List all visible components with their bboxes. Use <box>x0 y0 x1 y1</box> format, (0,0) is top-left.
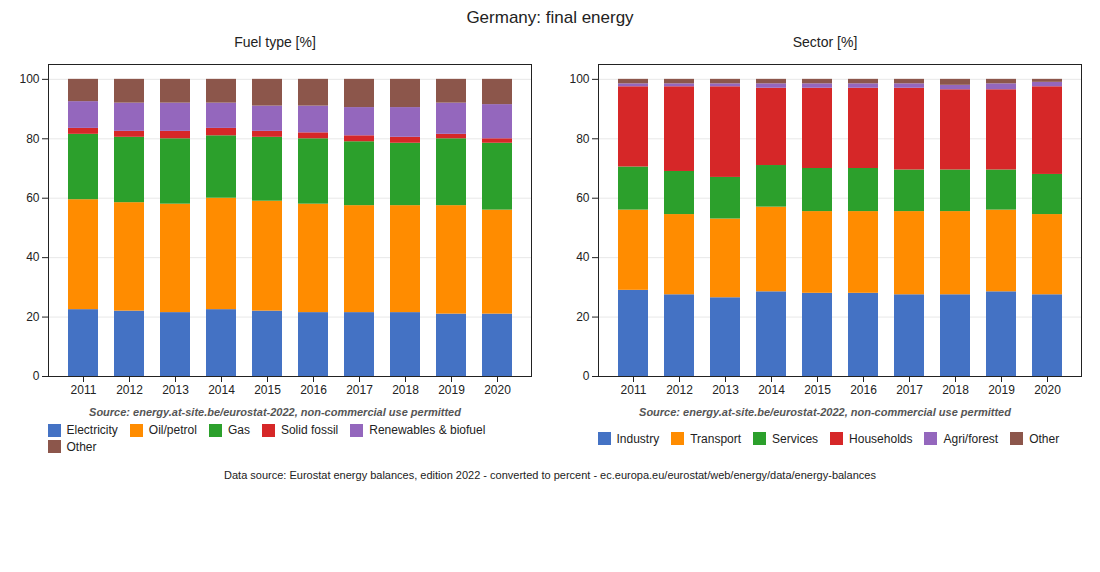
svg-text:2017: 2017 <box>346 383 373 397</box>
html-text:Source: energy.at-site.be/euro: Source: energy.at-site.be/eurostat-2022,… <box>89 406 461 418</box>
svg-text:40: 40 <box>26 250 40 264</box>
svg-text:80: 80 <box>26 132 40 146</box>
html-text:Agri/forest: Agri/forest <box>943 431 999 446</box>
svg-text:2017: 2017 <box>896 383 923 397</box>
svg-text:100: 100 <box>569 72 589 86</box>
svg-text:2019: 2019 <box>438 383 465 397</box>
html-text:Electricity: Electricity <box>66 423 118 438</box>
svg-text:2013: 2013 <box>162 383 189 397</box>
svg-text:2016: 2016 <box>850 383 877 397</box>
svg-text:20: 20 <box>26 310 40 324</box>
html-text:Transport: Transport <box>690 431 742 446</box>
svg-text:60: 60 <box>576 191 590 205</box>
svg-text:2015: 2015 <box>804 383 831 397</box>
svg-text:2020: 2020 <box>484 383 511 397</box>
svg-text:0: 0 <box>582 369 589 383</box>
html-text:Data source: Eurostat energy b: Data source: Eurostat energy balances, e… <box>224 469 876 481</box>
svg-text:2019: 2019 <box>988 383 1015 397</box>
html-text:Renewables & biofuel: Renewables & biofuel <box>369 423 486 438</box>
html-text:Services: Services <box>772 431 819 446</box>
svg-text:2011: 2011 <box>70 383 96 397</box>
svg-text:2018: 2018 <box>942 383 969 397</box>
html-text:Solid fossil: Solid fossil <box>280 423 339 438</box>
svg-text:2020: 2020 <box>1034 383 1061 397</box>
svg-text:2018: 2018 <box>392 383 419 397</box>
svg-text:2014: 2014 <box>208 383 235 397</box>
svg-text:2013: 2013 <box>712 383 739 397</box>
html-text:Fuel type [%]: Fuel type [%] <box>234 34 316 50</box>
html-text:Sector [%]: Sector [%] <box>792 34 858 50</box>
svg-text:2011: 2011 <box>620 383 646 397</box>
html-text:Industry: Industry <box>616 431 660 446</box>
svg-text:2015: 2015 <box>254 383 281 397</box>
svg-text:2012: 2012 <box>666 383 693 397</box>
svg-text:40: 40 <box>576 250 590 264</box>
html-text:Source: energy.at-site.be/euro: Source: energy.at-site.be/eurostat-2022,… <box>639 406 1011 418</box>
svg-text:100: 100 <box>19 72 39 86</box>
svg-text:2014: 2014 <box>758 383 785 397</box>
html-text:Other: Other <box>66 439 97 454</box>
html-text:Other: Other <box>1029 431 1060 446</box>
svg-text:2012: 2012 <box>116 383 143 397</box>
html-text:Gas: Gas <box>227 423 250 438</box>
html-text:Households: Households <box>849 431 913 446</box>
html-text:Oil/petrol: Oil/petrol <box>148 423 197 438</box>
svg-text:80: 80 <box>576 132 590 146</box>
html-text:Germany: final energy: Germany: final energy <box>466 8 634 27</box>
svg-text:2016: 2016 <box>300 383 327 397</box>
svg-text:0: 0 <box>32 369 39 383</box>
svg-text:60: 60 <box>26 191 40 205</box>
svg-text:20: 20 <box>576 310 590 324</box>
